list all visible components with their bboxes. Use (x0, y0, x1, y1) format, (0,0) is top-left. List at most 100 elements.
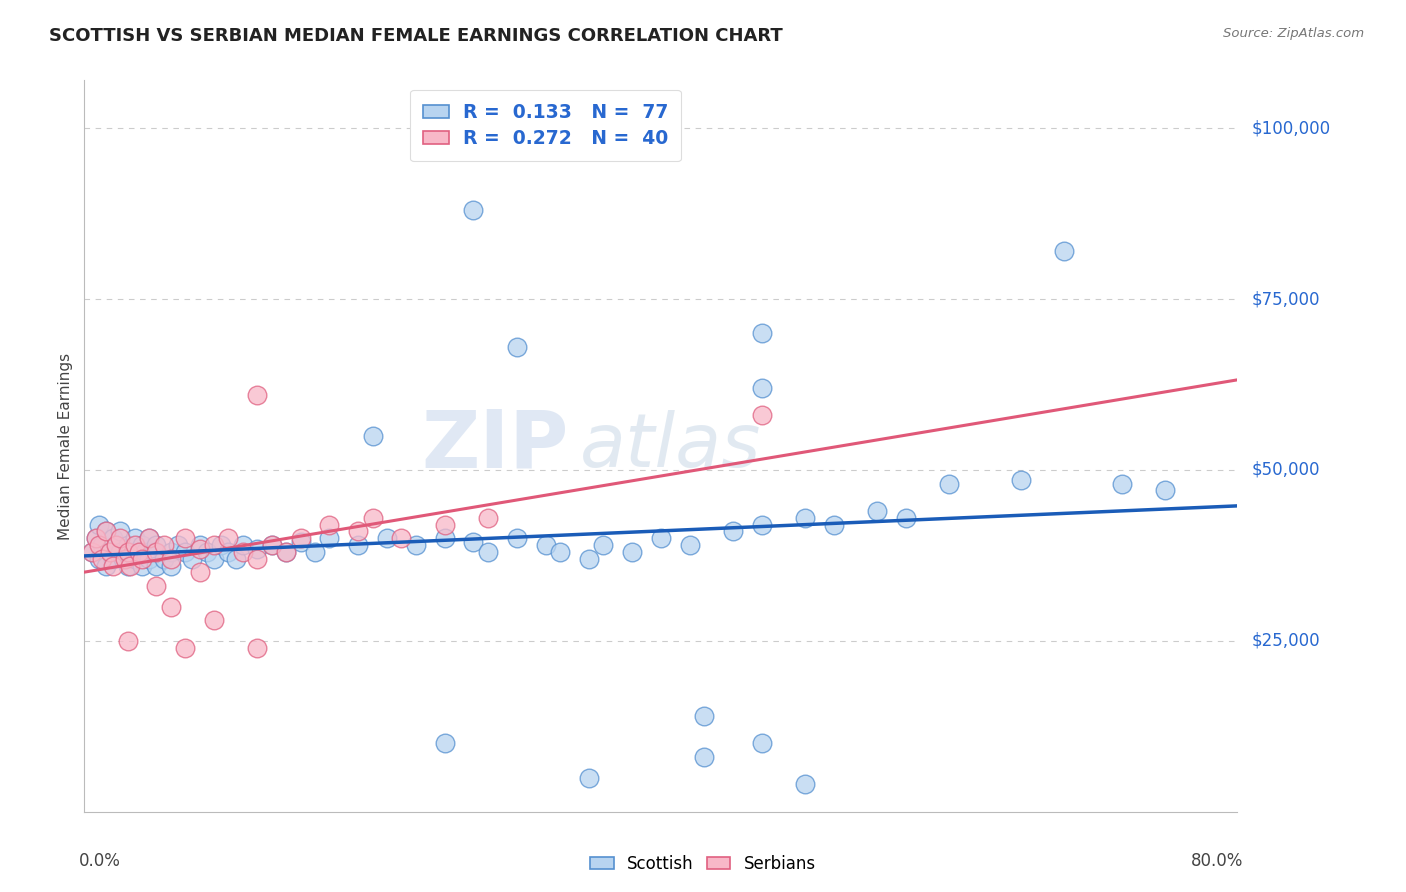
Point (160, 558, 183, 573)
Point (578, 771, 600, 785)
Point (160, 599, 183, 614)
Point (124, 531, 146, 545)
Point (578, 551, 600, 566)
Point (167, 538, 190, 552)
Point (114, 551, 136, 566)
Point (80, 545, 103, 559)
Point (1111, 476, 1133, 491)
Point (433, 531, 456, 545)
Point (110, 531, 132, 545)
Point (87, 551, 110, 566)
Text: atlas: atlas (581, 410, 762, 482)
Point (375, 531, 398, 545)
Point (866, 504, 889, 518)
Point (318, 517, 340, 532)
Point (751, 409, 773, 423)
Point (209, 538, 232, 552)
Point (80, 545, 103, 559)
Point (202, 613, 225, 627)
Point (463, 534, 485, 549)
Point (232, 545, 254, 559)
Point (361, 429, 384, 443)
Point (938, 476, 960, 491)
Point (1154, 483, 1177, 498)
Text: SCOTTISH VS SERBIAN MEDIAN FEMALE EARNINGS CORRELATION CHART: SCOTTISH VS SERBIAN MEDIAN FEMALE EARNIN… (49, 27, 783, 45)
Point (721, 524, 744, 539)
Point (117, 633, 139, 648)
Text: ZIP: ZIP (422, 407, 568, 485)
Point (751, 326, 773, 341)
Point (477, 545, 499, 559)
Point (105, 538, 128, 552)
Point (391, 531, 413, 545)
Point (152, 551, 174, 566)
Point (138, 531, 160, 545)
Point (145, 545, 167, 559)
Point (117, 558, 139, 573)
Point (145, 558, 167, 573)
Point (202, 538, 225, 552)
Point (650, 531, 672, 545)
Legend: Scottish, Serbians: Scottish, Serbians (583, 848, 823, 880)
Point (225, 551, 247, 566)
Text: $75,000: $75,000 (1251, 290, 1320, 308)
Point (246, 640, 269, 655)
Point (98, 545, 121, 559)
Point (218, 545, 240, 559)
Point (103, 558, 124, 573)
Point (112, 551, 135, 566)
Point (131, 538, 153, 552)
Point (1010, 473, 1032, 487)
Point (592, 538, 614, 552)
Point (188, 541, 211, 556)
Point (87, 517, 110, 532)
Point (84, 531, 107, 545)
Point (693, 709, 716, 723)
Point (405, 538, 427, 552)
Point (90, 551, 112, 566)
Point (120, 558, 142, 573)
Point (751, 517, 773, 532)
Point (181, 551, 204, 566)
Point (152, 538, 174, 552)
Point (128, 545, 150, 559)
Point (548, 545, 571, 559)
Point (90, 538, 112, 552)
Point (105, 538, 128, 552)
Point (260, 538, 283, 552)
Point (188, 566, 211, 580)
Point (347, 538, 370, 552)
Point (246, 388, 269, 402)
Point (232, 538, 254, 552)
Point (103, 551, 124, 566)
Text: $25,000: $25,000 (1251, 632, 1320, 650)
Text: Source: ZipAtlas.com: Source: ZipAtlas.com (1223, 27, 1364, 40)
Point (318, 531, 340, 545)
Point (134, 545, 156, 559)
Point (794, 510, 817, 524)
Point (751, 381, 773, 395)
Point (894, 510, 917, 524)
Point (202, 551, 225, 566)
Point (534, 538, 557, 552)
Point (128, 545, 150, 559)
Point (131, 551, 153, 566)
Point (174, 531, 197, 545)
Point (110, 524, 132, 539)
Point (117, 545, 139, 559)
Point (94, 524, 117, 539)
Point (463, 203, 485, 218)
Point (131, 558, 153, 573)
Point (218, 531, 240, 545)
Point (260, 538, 283, 552)
Point (145, 579, 167, 593)
Point (94, 524, 117, 539)
Point (433, 517, 456, 532)
Point (120, 545, 142, 559)
Point (304, 545, 326, 559)
Point (246, 541, 269, 556)
Y-axis label: Median Female Earnings: Median Female Earnings (58, 352, 73, 540)
Point (138, 531, 160, 545)
Text: 0.0%: 0.0% (79, 852, 121, 870)
Point (188, 538, 211, 552)
